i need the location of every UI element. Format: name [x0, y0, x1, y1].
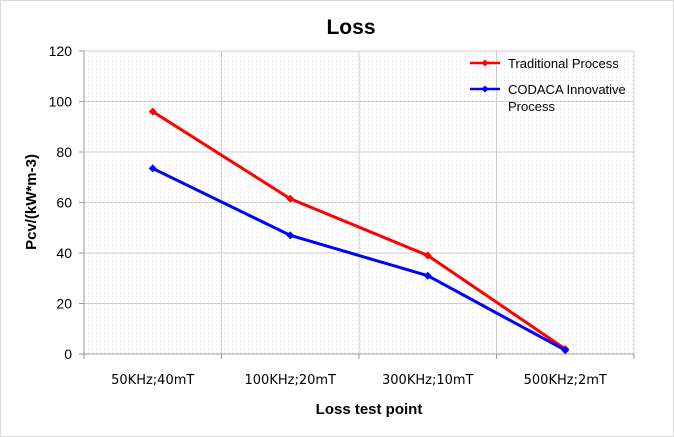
x-tick-label: 300KHz;10mT [382, 373, 474, 388]
series-line-0 [151, 110, 567, 351]
y-tick-label: 100 [49, 94, 73, 110]
x-tick-label: 100KHz;20mT [245, 373, 337, 388]
y-tick-label: 80 [56, 144, 72, 160]
legend-marker-traditional [481, 59, 489, 67]
data-point-marker [561, 346, 570, 355]
y-tick-label: 40 [56, 245, 72, 261]
tick-labels: 0 20 40 60 80 100 120 50KHz;40mT 100KHz;20mT 300K… [49, 43, 607, 388]
legend-marker-codaca [481, 85, 489, 93]
data-point-marker [148, 164, 157, 173]
data-point-marker [286, 231, 295, 240]
x-tick-label: 50KHz;40mT [111, 373, 194, 388]
legend-label-traditional: Traditional Process [508, 56, 619, 71]
data-point-marker [423, 271, 432, 280]
y-tick-label: 60 [56, 195, 72, 211]
legend-label-codaca-line1: CODACA Innovative [508, 82, 626, 97]
series-lines [148, 107, 570, 355]
legend: Traditional Process CODACA Innovative Pr… [470, 56, 629, 114]
gridlines [84, 50, 635, 354]
legend-label-codaca-line2: Process [508, 99, 555, 114]
y-tick-label: 120 [49, 43, 73, 59]
data-point-marker [423, 251, 432, 260]
x-axis-title: Loss test point [316, 401, 423, 418]
x-tick-label: 500KHz;2mT [524, 373, 607, 388]
axes [79, 50, 635, 359]
y-tick-label: 20 [56, 296, 72, 312]
series-line-1 [152, 167, 566, 352]
y-tick-label: 0 [64, 346, 72, 362]
y-axis-title: Pcv/(kW*m-3) [23, 154, 40, 250]
legend-label-codaca: CODACA Innovative Process [508, 82, 629, 114]
chart-title: Loss [326, 16, 375, 39]
data-point-marker [148, 107, 157, 116]
data-point-marker [286, 194, 295, 203]
